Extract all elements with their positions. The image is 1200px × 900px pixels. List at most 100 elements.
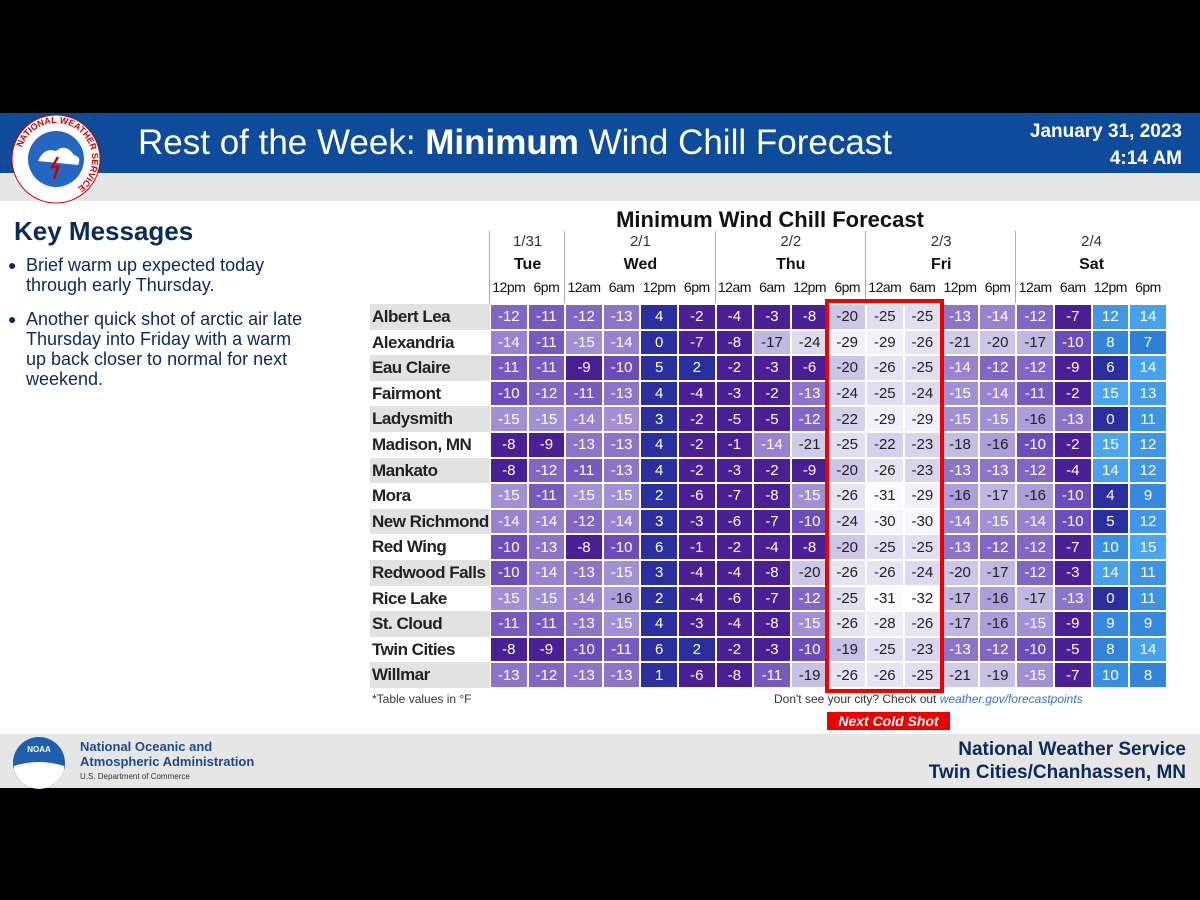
wind-chill-cell: -31 [866, 585, 904, 612]
wind-chill-cell: -15 [527, 585, 566, 612]
wind-chill-cell: -28 [866, 611, 904, 637]
wind-chill-cell: -1 [715, 432, 754, 458]
wind-chill-cell: -13 [790, 380, 829, 407]
wind-chill-cell: 8 [1091, 636, 1130, 663]
time-label: 12am [717, 279, 752, 295]
wind-chill-cell: -17 [941, 585, 979, 612]
wind-chill-cell: -13 [1054, 406, 1092, 432]
wind-chill-cell: -13 [602, 304, 641, 330]
wind-chill-cell: -2 [1054, 380, 1092, 407]
wind-chill-cell: -10 [790, 636, 829, 663]
wind-chill-cell: -11 [565, 380, 603, 407]
time-label: 6am [909, 279, 936, 295]
day-date: 2/4 [1081, 233, 1103, 250]
link-prefix: Don't see your city? Check out [774, 692, 940, 706]
wind-chill-cell: -15 [565, 483, 603, 509]
wind-chill-cell: -2 [715, 636, 754, 663]
title-suffix: Wind Chill Forecast [578, 123, 893, 162]
wind-chill-cell: 14 [1129, 304, 1167, 330]
wind-chill-cell: -13 [565, 662, 603, 688]
wind-chill-cell: -3 [753, 636, 791, 663]
wind-chill-cell: -26 [828, 560, 866, 586]
wind-chill-cell: 4 [640, 304, 678, 330]
wind-chill-cell: -15 [602, 560, 641, 586]
wind-chill-cell: -23 [903, 432, 942, 458]
wind-chill-cell: -11 [602, 636, 641, 663]
wind-chill-cell: -26 [828, 483, 866, 509]
city: Rice Lake [370, 585, 490, 612]
wind-chill-cell: -30 [903, 508, 942, 535]
wind-chill-cell: -12 [790, 406, 829, 432]
wind-chill-cell: -13 [565, 560, 603, 586]
wind-chill-cell: -2 [678, 432, 716, 458]
wind-chill-cell: 14 [1129, 355, 1167, 381]
wind-chill-cell: -12 [565, 304, 603, 330]
wind-chill-cell: 15 [1129, 534, 1167, 560]
wind-chill-cell: -8 [715, 329, 754, 356]
wind-chill-cell: -3 [678, 611, 716, 637]
wind-chill-cell: 10 [1091, 534, 1130, 560]
link[interactable]: weather.gov/forecastpoints [939, 692, 1083, 706]
key-message-text: Brief warm up expected today through ear… [26, 255, 265, 295]
wind-chill-cell: -19 [978, 662, 1017, 688]
noaa-logo: NOAA [13, 737, 65, 789]
wind-chill-cell: -8 [490, 457, 528, 484]
wind-chill-cell: -13 [941, 636, 979, 663]
wind-chill-cell: 2 [640, 585, 678, 612]
wind-chill-cell: -20 [941, 560, 979, 586]
wind-chill-cell: -4 [715, 304, 754, 330]
wind-chill-cell: -13 [602, 457, 641, 484]
title-prefix: Rest of the Week: [138, 123, 426, 162]
wind-chill-cell: -15 [941, 406, 979, 432]
wind-chill-cell: -6 [678, 483, 716, 509]
city: Ladysmith [370, 406, 490, 432]
wind-chill-cell: -9 [527, 432, 566, 458]
wind-chill-cell: -12 [527, 380, 566, 407]
wind-chill-cell: -25 [866, 380, 904, 407]
wind-chill-cell: -19 [790, 662, 829, 688]
wind-chill-cell: -7 [753, 585, 791, 612]
wind-chill-cell: -16 [1016, 483, 1054, 509]
wind-chill-cell: -13 [978, 457, 1017, 484]
wind-chill-cell: -15 [602, 483, 641, 509]
time-label: 6pm [683, 279, 710, 295]
city: Redwood Falls [370, 560, 490, 586]
wind-chill-cell: -11 [527, 483, 566, 509]
wind-chill-cell: -14 [602, 508, 641, 535]
wind-chill-cell: -26 [828, 611, 866, 637]
wind-chill-cell: -8 [490, 636, 528, 663]
wind-chill-cell: -13 [941, 457, 979, 484]
wind-chill-cell: 4 [640, 380, 678, 407]
wind-chill-cell: -24 [828, 380, 866, 407]
wind-chill-cell: -25 [828, 585, 866, 612]
wind-chill-cell: -12 [527, 662, 566, 688]
wind-chill-cell: -26 [866, 355, 904, 381]
wind-chill-cell: -2 [1054, 432, 1092, 458]
wind-chill-cell: -2 [753, 457, 791, 484]
wind-chill-cell: -14 [565, 406, 603, 432]
wind-chill-cell: -14 [490, 508, 528, 535]
wind-chill-cell: -32 [903, 585, 942, 612]
noaa-logo-text: NOAA [27, 745, 51, 754]
wind-chill-cell: -30 [866, 508, 904, 535]
wind-chill-cell: -14 [941, 355, 979, 381]
wind-chill-cell: -15 [527, 406, 566, 432]
wind-chill-cell: -26 [828, 662, 866, 688]
wind-chill-cell: -21 [941, 329, 979, 356]
wind-chill-cell: 2 [678, 636, 716, 663]
wind-chill-cell: 12 [1129, 508, 1167, 535]
wind-chill-cell: -8 [715, 662, 754, 688]
time-label: 6pm [834, 279, 861, 295]
wind-chill-cell: -20 [828, 457, 866, 484]
wind-chill-cell: -8 [490, 432, 528, 458]
wind-chill-cell: -24 [828, 508, 866, 535]
wind-chill-cell: -10 [1054, 508, 1092, 535]
wind-chill-cell: 4 [640, 611, 678, 637]
wind-chill-cell: -13 [941, 534, 979, 560]
wind-chill-cell: -26 [903, 329, 942, 356]
wind-chill-cell: -14 [565, 585, 603, 612]
wind-chill-cell: -26 [866, 457, 904, 484]
wind-chill-cell: 3 [640, 406, 678, 432]
wind-chill-cell: -15 [490, 406, 528, 432]
city: Willmar [370, 662, 490, 688]
